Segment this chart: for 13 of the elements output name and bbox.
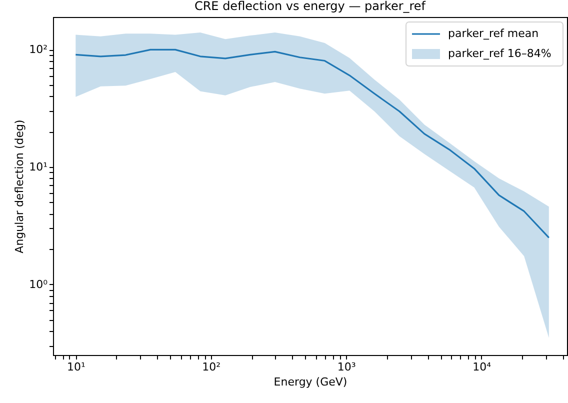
annotation: parker_ref 16–84% (448, 47, 552, 60)
x-tick-label: 10³ (337, 360, 356, 374)
y-tick-label: 10⁰ (29, 278, 48, 291)
legend-label: parker_ref mean (448, 27, 539, 40)
y-axis-title: Angular deflection (deg) (13, 120, 26, 254)
x-axis-title: Energy (GeV) (274, 376, 348, 388)
chart-title: CRE deflection vs energy — parker_ref (194, 0, 426, 13)
line-series (74, 48, 550, 238)
y-tick-label: 10² (29, 43, 48, 56)
x-tick-label: 10¹ (66, 360, 86, 374)
y-tick-label: 10¹ (29, 160, 48, 174)
x-tick-label: 10⁴ (472, 360, 492, 374)
x-tick-label: 10² (202, 360, 221, 374)
